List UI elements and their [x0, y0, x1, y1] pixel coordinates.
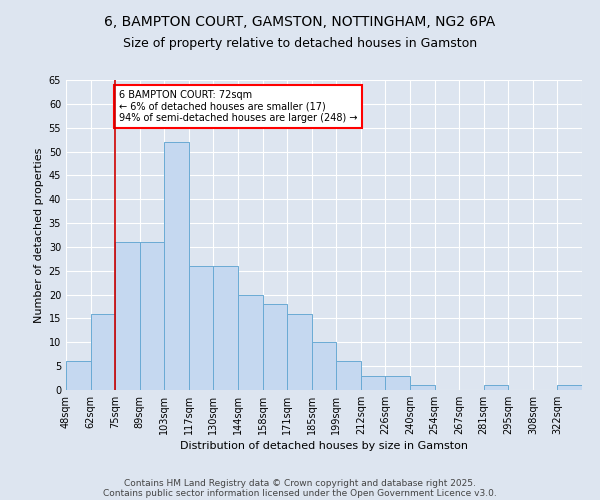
X-axis label: Distribution of detached houses by size in Gamston: Distribution of detached houses by size …	[180, 441, 468, 451]
Bar	[361, 376, 385, 390]
Bar	[140, 242, 164, 390]
Text: Size of property relative to detached houses in Gamston: Size of property relative to detached ho…	[123, 38, 477, 51]
Bar	[66, 362, 91, 390]
Bar	[164, 142, 189, 390]
Bar	[238, 294, 263, 390]
Bar	[189, 266, 214, 390]
Bar	[336, 362, 361, 390]
Bar	[115, 242, 140, 390]
Bar	[91, 314, 115, 390]
Bar	[385, 376, 410, 390]
Bar	[312, 342, 336, 390]
Bar	[287, 314, 312, 390]
Bar	[214, 266, 238, 390]
Text: Contains HM Land Registry data © Crown copyright and database right 2025.: Contains HM Land Registry data © Crown c…	[124, 478, 476, 488]
Text: 6 BAMPTON COURT: 72sqm
← 6% of detached houses are smaller (17)
94% of semi-deta: 6 BAMPTON COURT: 72sqm ← 6% of detached …	[119, 90, 358, 122]
Bar	[263, 304, 287, 390]
Text: 6, BAMPTON COURT, GAMSTON, NOTTINGHAM, NG2 6PA: 6, BAMPTON COURT, GAMSTON, NOTTINGHAM, N…	[104, 15, 496, 29]
Bar	[484, 385, 508, 390]
Bar	[557, 385, 582, 390]
Bar	[410, 385, 434, 390]
Text: Contains public sector information licensed under the Open Government Licence v3: Contains public sector information licen…	[103, 488, 497, 498]
Y-axis label: Number of detached properties: Number of detached properties	[34, 148, 44, 322]
